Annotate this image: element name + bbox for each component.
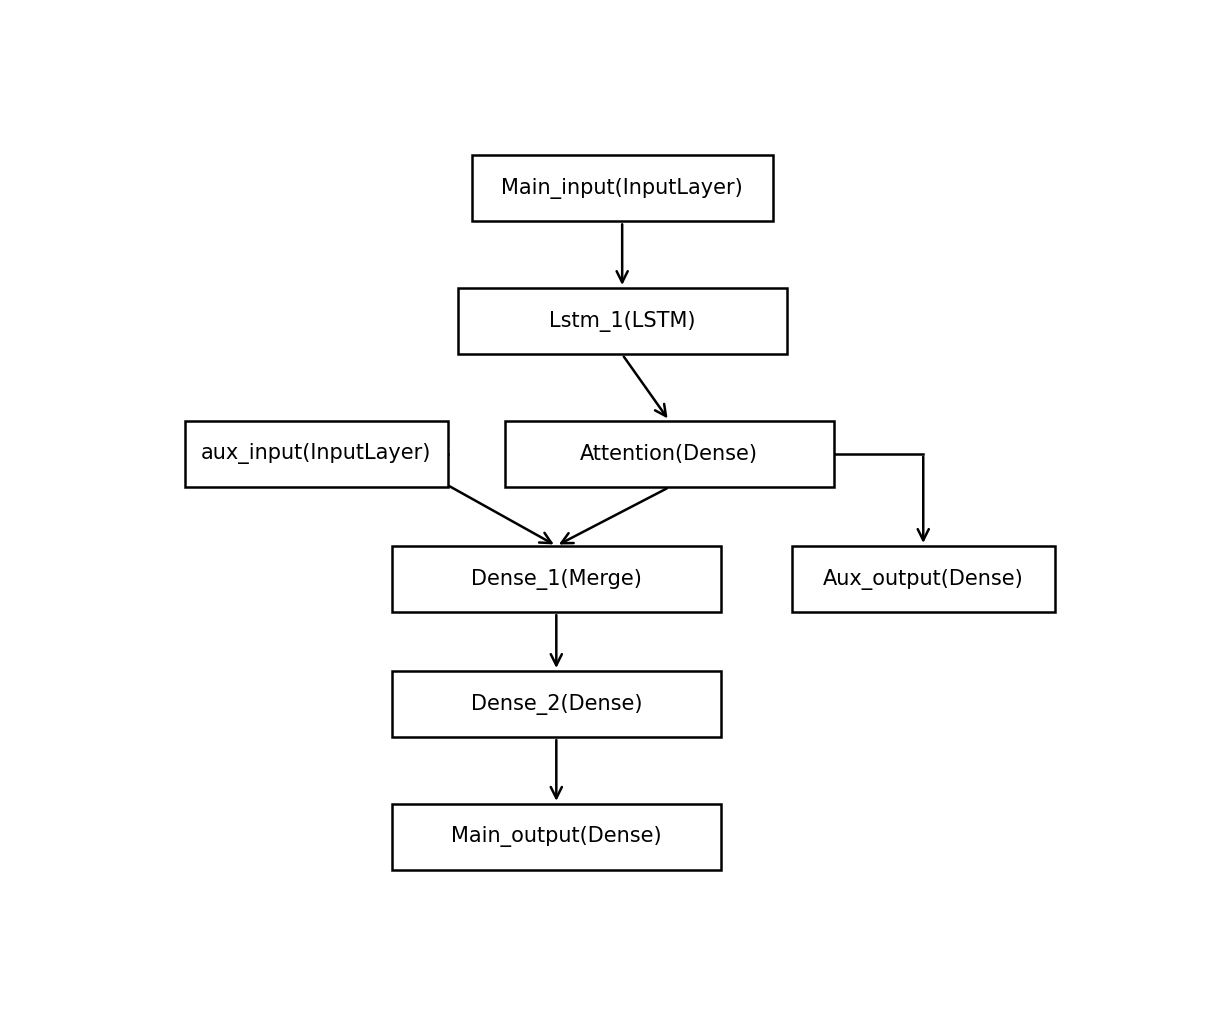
Text: Attention(Dense): Attention(Dense) (580, 444, 759, 464)
Text: Dense_1(Merge): Dense_1(Merge) (471, 568, 642, 590)
Text: Lstm_1(LSTM): Lstm_1(LSTM) (549, 311, 696, 332)
FancyBboxPatch shape (505, 421, 834, 487)
FancyBboxPatch shape (392, 546, 721, 612)
FancyBboxPatch shape (458, 288, 787, 354)
FancyBboxPatch shape (392, 804, 721, 870)
FancyBboxPatch shape (185, 421, 448, 487)
FancyBboxPatch shape (471, 155, 773, 221)
Text: Main_input(InputLayer): Main_input(InputLayer) (501, 178, 743, 199)
Text: aux_input(InputLayer): aux_input(InputLayer) (202, 444, 432, 465)
FancyBboxPatch shape (792, 546, 1055, 612)
Text: Aux_output(Dense): Aux_output(Dense) (823, 568, 1023, 590)
Text: Dense_2(Dense): Dense_2(Dense) (471, 693, 642, 715)
FancyBboxPatch shape (392, 671, 721, 737)
Text: Main_output(Dense): Main_output(Dense) (452, 826, 662, 848)
